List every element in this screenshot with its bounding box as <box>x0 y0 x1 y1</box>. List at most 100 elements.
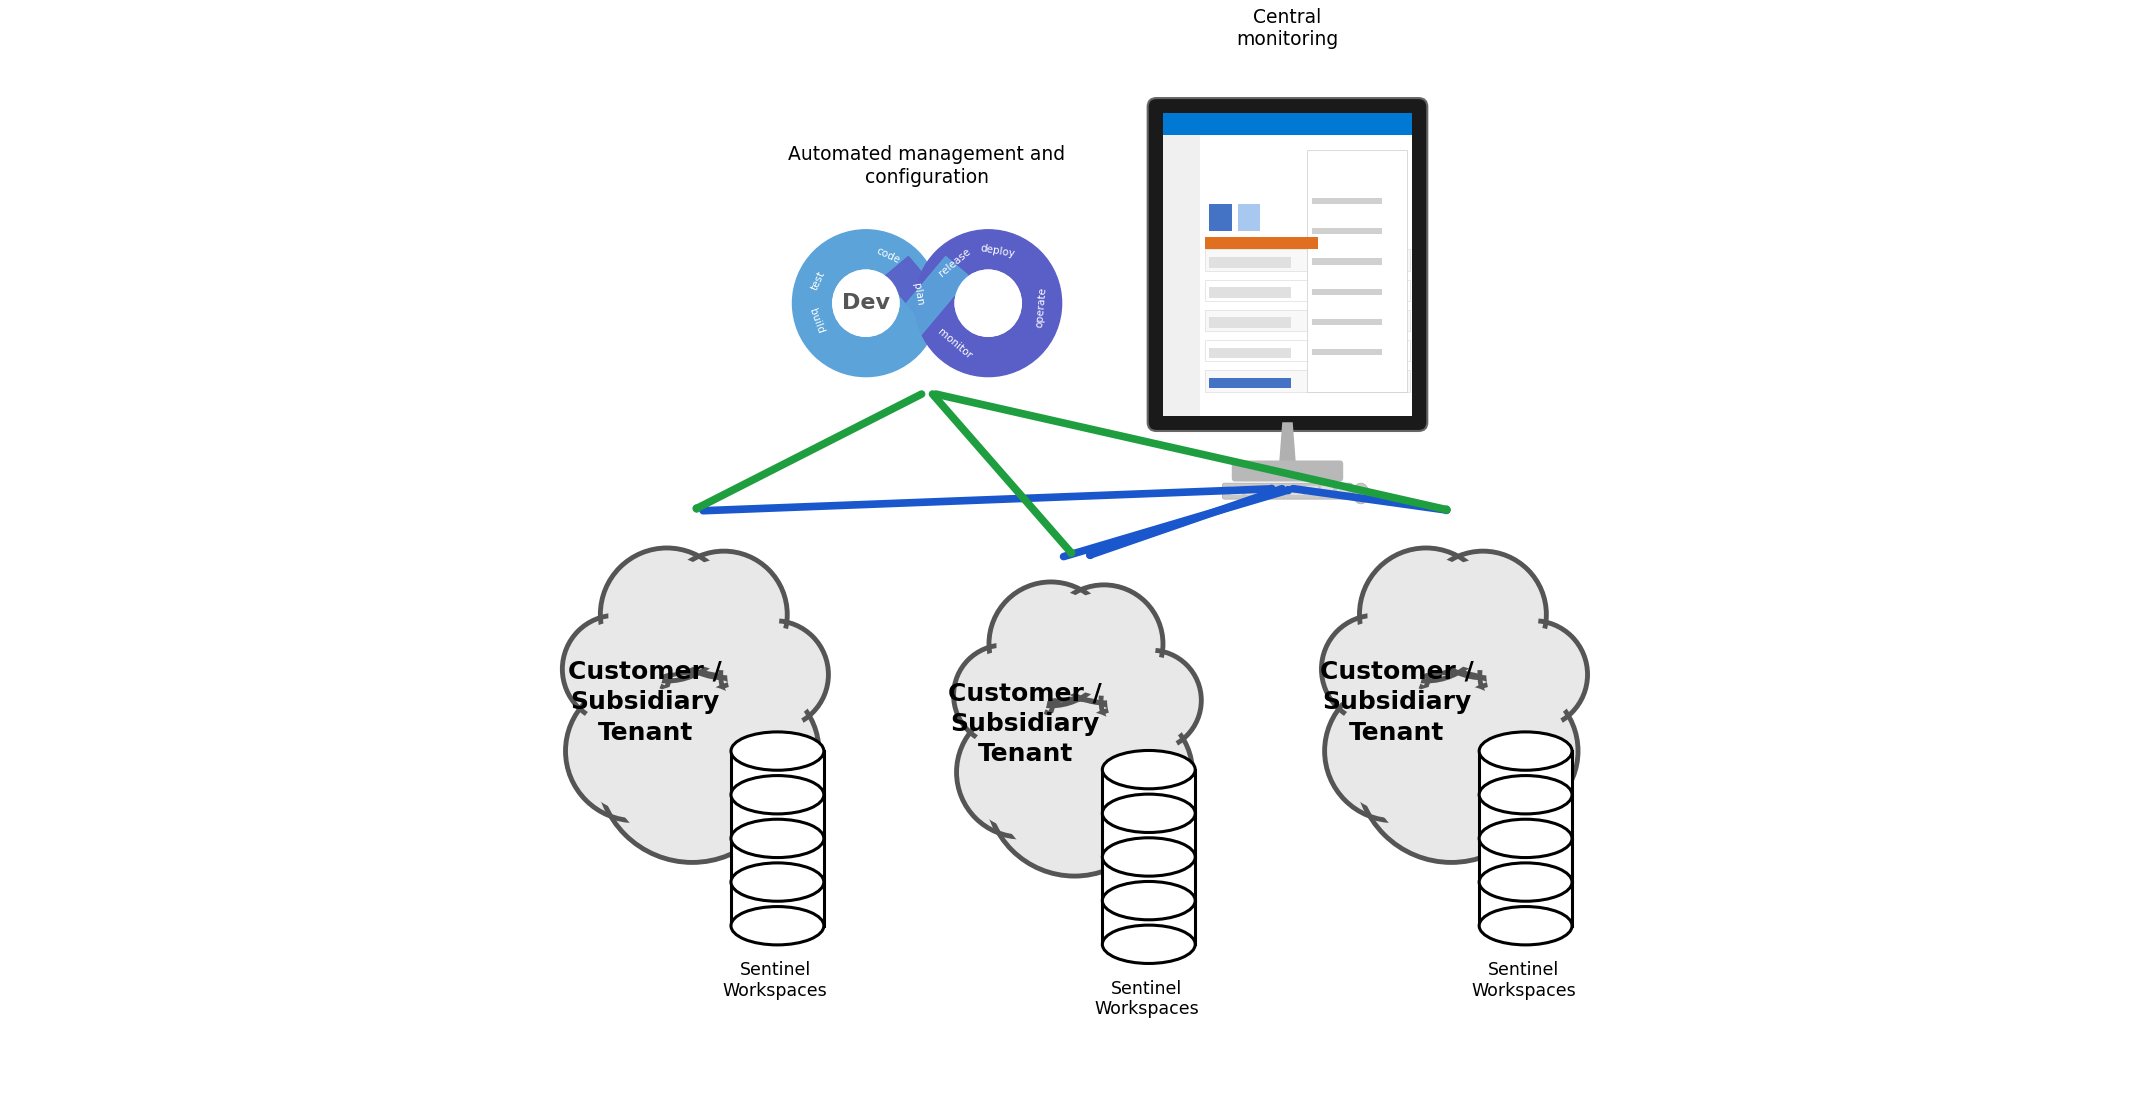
Bar <box>1210 288 1292 298</box>
Circle shape <box>608 684 776 851</box>
Circle shape <box>915 230 1062 377</box>
Circle shape <box>565 681 705 821</box>
Bar <box>1163 113 1412 416</box>
Bar <box>1292 492 1302 495</box>
Bar <box>1307 149 1408 392</box>
Bar <box>1313 319 1382 325</box>
Circle shape <box>1367 556 1485 674</box>
Circle shape <box>834 270 898 336</box>
Bar <box>1292 487 1302 489</box>
Bar <box>1210 378 1292 388</box>
Bar <box>1102 813 1195 857</box>
Circle shape <box>954 270 1021 336</box>
Bar <box>1479 838 1573 883</box>
Bar <box>1206 250 1410 271</box>
Text: release: release <box>937 247 971 279</box>
Bar <box>1206 310 1410 331</box>
Ellipse shape <box>731 820 823 857</box>
Bar <box>1231 487 1242 489</box>
Bar <box>1313 289 1382 295</box>
Text: Sentinel
Workspaces: Sentinel Workspaces <box>1472 961 1575 1000</box>
Bar <box>1261 492 1272 495</box>
Text: monitor: monitor <box>935 326 973 361</box>
Bar <box>731 838 823 883</box>
Text: Customer /
Subsidiary
Tenant: Customer / Subsidiary Tenant <box>1319 659 1474 744</box>
Bar <box>1337 487 1347 489</box>
Text: Customer /
Subsidiary
Tenant: Customer / Subsidiary Tenant <box>948 681 1102 766</box>
Ellipse shape <box>1479 907 1573 945</box>
Bar <box>1261 490 1272 492</box>
Circle shape <box>600 547 733 681</box>
Bar <box>1210 317 1292 328</box>
Text: build: build <box>808 307 825 335</box>
Bar <box>1206 238 1317 250</box>
Ellipse shape <box>1479 863 1573 901</box>
Bar <box>1277 487 1287 489</box>
Circle shape <box>1367 684 1534 851</box>
Text: code: code <box>875 246 903 265</box>
Circle shape <box>956 708 1085 837</box>
Bar <box>1307 492 1317 495</box>
Bar <box>1238 205 1261 231</box>
Bar <box>1206 280 1410 301</box>
Bar <box>1210 205 1231 231</box>
Ellipse shape <box>1102 838 1195 876</box>
Ellipse shape <box>731 732 823 770</box>
Bar <box>1313 198 1382 205</box>
Bar <box>1337 490 1347 492</box>
Circle shape <box>1332 690 1455 812</box>
Bar <box>1337 492 1347 495</box>
Ellipse shape <box>1479 775 1573 814</box>
Circle shape <box>679 681 819 821</box>
Text: Customer /
Subsidiary
Tenant: Customer / Subsidiary Tenant <box>567 659 722 744</box>
Circle shape <box>961 651 1049 739</box>
Bar <box>1163 113 1412 135</box>
Circle shape <box>793 230 939 377</box>
Ellipse shape <box>1102 925 1195 963</box>
Bar <box>1322 492 1332 495</box>
Circle shape <box>1427 559 1539 670</box>
Bar <box>1479 751 1573 795</box>
Bar <box>1277 492 1287 495</box>
Ellipse shape <box>1479 732 1573 770</box>
Ellipse shape <box>731 907 823 945</box>
Ellipse shape <box>1102 794 1195 833</box>
Bar <box>1479 883 1573 926</box>
Ellipse shape <box>1354 483 1369 504</box>
Circle shape <box>834 270 898 336</box>
Bar <box>1231 492 1242 495</box>
Text: Sentinel
Workspaces: Sentinel Workspaces <box>1094 980 1199 1019</box>
Bar <box>1206 371 1410 392</box>
Ellipse shape <box>731 863 823 901</box>
Bar <box>1246 492 1257 495</box>
Circle shape <box>660 551 787 678</box>
Circle shape <box>569 622 664 717</box>
Circle shape <box>668 559 780 670</box>
Bar <box>1322 487 1332 489</box>
Ellipse shape <box>1102 881 1195 920</box>
Text: Central
monitoring: Central monitoring <box>1236 8 1339 49</box>
Circle shape <box>1446 690 1569 812</box>
Bar <box>1307 487 1317 489</box>
Bar <box>1102 770 1195 813</box>
Circle shape <box>1420 551 1547 678</box>
Bar <box>1206 341 1410 362</box>
Bar <box>1231 490 1242 492</box>
Circle shape <box>1487 627 1582 722</box>
Circle shape <box>954 270 1021 336</box>
Polygon shape <box>885 257 969 349</box>
Circle shape <box>726 627 821 722</box>
Bar <box>1102 857 1195 900</box>
Circle shape <box>1070 716 1184 830</box>
Bar <box>1313 259 1382 264</box>
Ellipse shape <box>1479 820 1573 857</box>
Text: Dev: Dev <box>842 293 890 313</box>
Circle shape <box>1360 547 1494 681</box>
Circle shape <box>1481 620 1588 729</box>
Circle shape <box>1356 672 1547 863</box>
Text: Ops: Ops <box>965 293 1012 313</box>
Bar <box>731 751 823 795</box>
Circle shape <box>563 615 670 723</box>
Text: Sentinel
Workspaces: Sentinel Workspaces <box>722 961 827 1000</box>
Bar <box>731 795 823 838</box>
